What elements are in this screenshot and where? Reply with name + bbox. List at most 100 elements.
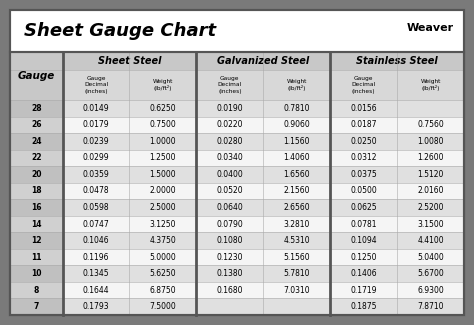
Bar: [397, 199, 464, 216]
Bar: [263, 266, 330, 282]
Text: 0.1875: 0.1875: [350, 302, 377, 311]
Bar: [330, 249, 397, 266]
Bar: [10, 117, 63, 133]
Text: 1.1560: 1.1560: [283, 137, 310, 146]
Bar: [129, 150, 196, 166]
Bar: [63, 117, 129, 133]
Bar: [129, 70, 196, 100]
Bar: [129, 298, 196, 315]
Bar: [196, 52, 330, 70]
Text: 0.1793: 0.1793: [82, 302, 109, 311]
Text: 0.0781: 0.0781: [350, 220, 377, 228]
Bar: [196, 298, 263, 315]
Bar: [330, 199, 397, 216]
Text: 0.0149: 0.0149: [82, 104, 109, 113]
Bar: [330, 282, 397, 298]
Bar: [330, 133, 397, 150]
Bar: [263, 199, 330, 216]
Text: Gauge
Decimal
(inches): Gauge Decimal (inches): [218, 76, 242, 94]
Text: 0.0359: 0.0359: [82, 170, 109, 179]
Text: Gauge
Decimal
(inches): Gauge Decimal (inches): [352, 76, 376, 94]
Bar: [330, 150, 397, 166]
Bar: [330, 117, 397, 133]
Bar: [196, 282, 263, 298]
Text: 5.0000: 5.0000: [150, 253, 176, 262]
Text: 0.0478: 0.0478: [82, 187, 109, 195]
Text: 2.6560: 2.6560: [283, 203, 310, 212]
Bar: [330, 216, 397, 232]
Bar: [10, 216, 63, 232]
Bar: [129, 216, 196, 232]
Bar: [196, 249, 263, 266]
Bar: [129, 183, 196, 199]
Bar: [330, 232, 397, 249]
Bar: [397, 298, 464, 315]
Bar: [397, 232, 464, 249]
Text: 8: 8: [34, 286, 39, 295]
Bar: [196, 216, 263, 232]
Bar: [10, 298, 63, 315]
Text: 0.0312: 0.0312: [350, 153, 377, 162]
Text: 0.9060: 0.9060: [283, 120, 310, 129]
Bar: [63, 266, 129, 282]
Text: 0.0400: 0.0400: [217, 170, 243, 179]
Bar: [10, 52, 63, 100]
Text: 0.0520: 0.0520: [217, 187, 243, 195]
Text: 0.0239: 0.0239: [82, 137, 109, 146]
Bar: [263, 216, 330, 232]
Text: 0.1046: 0.1046: [82, 236, 109, 245]
Text: 0.0190: 0.0190: [217, 104, 243, 113]
Text: 2.0160: 2.0160: [417, 187, 444, 195]
Bar: [129, 232, 196, 249]
Text: 3.1500: 3.1500: [417, 220, 444, 228]
Bar: [330, 52, 464, 70]
Text: 22: 22: [31, 153, 42, 162]
Text: 16: 16: [31, 203, 42, 212]
Bar: [263, 117, 330, 133]
Text: 12: 12: [31, 236, 42, 245]
Text: 10: 10: [31, 269, 42, 278]
Bar: [263, 183, 330, 199]
Text: 0.1380: 0.1380: [217, 269, 243, 278]
Bar: [10, 150, 63, 166]
Text: 20: 20: [31, 170, 42, 179]
Bar: [129, 100, 196, 117]
Bar: [63, 133, 129, 150]
Bar: [196, 232, 263, 249]
Text: 4.3750: 4.3750: [150, 236, 176, 245]
Bar: [63, 282, 129, 298]
Bar: [263, 166, 330, 183]
Bar: [263, 232, 330, 249]
Bar: [10, 133, 63, 150]
Bar: [63, 52, 196, 70]
Bar: [263, 133, 330, 150]
Text: 3.1250: 3.1250: [150, 220, 176, 228]
Text: 0.0790: 0.0790: [217, 220, 243, 228]
Text: 0.0187: 0.0187: [350, 120, 377, 129]
Bar: [397, 166, 464, 183]
Bar: [397, 117, 464, 133]
Bar: [10, 100, 63, 117]
Bar: [397, 183, 464, 199]
Text: 4.4100: 4.4100: [417, 236, 444, 245]
Bar: [196, 199, 263, 216]
Text: 0.0747: 0.0747: [82, 220, 109, 228]
Bar: [63, 100, 129, 117]
Bar: [397, 150, 464, 166]
Text: 7: 7: [34, 302, 39, 311]
Text: 14: 14: [31, 220, 42, 228]
Text: 18: 18: [31, 187, 42, 195]
Text: Sheet Gauge Chart: Sheet Gauge Chart: [24, 22, 216, 40]
Text: 5.0400: 5.0400: [417, 253, 444, 262]
Text: Galvanized Steel: Galvanized Steel: [217, 56, 310, 66]
Text: 26: 26: [31, 120, 42, 129]
Text: 1.0080: 1.0080: [417, 137, 444, 146]
Text: 0.1644: 0.1644: [82, 286, 109, 295]
Bar: [330, 100, 397, 117]
Bar: [63, 150, 129, 166]
Text: 7.8710: 7.8710: [417, 302, 444, 311]
Bar: [129, 166, 196, 183]
Text: Weight
(lb/ft²): Weight (lb/ft²): [153, 79, 173, 91]
Text: Weaver: Weaver: [407, 23, 454, 33]
Text: 0.7810: 0.7810: [283, 104, 310, 113]
